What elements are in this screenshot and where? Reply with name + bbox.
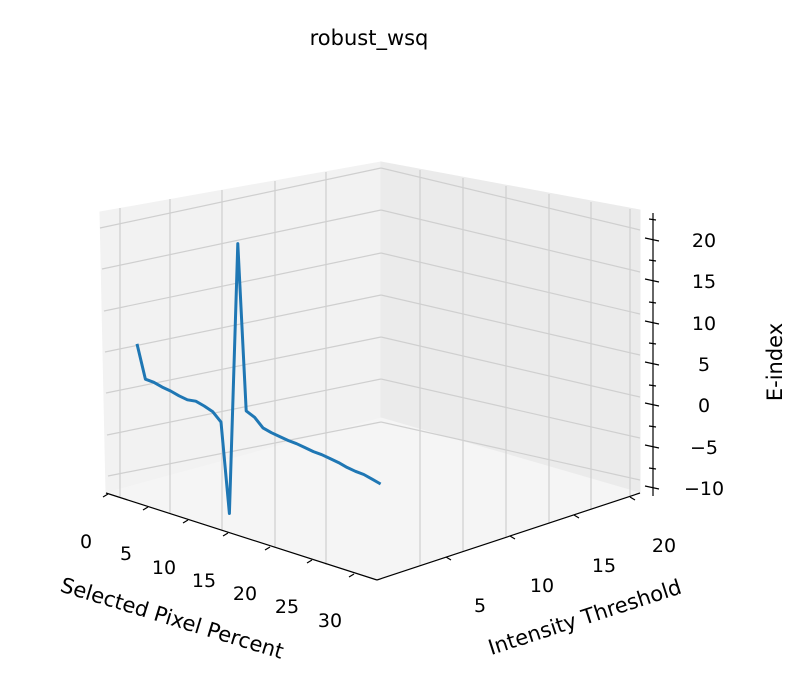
x-tick bbox=[102, 493, 109, 498]
y-tick-label: 20 bbox=[652, 535, 676, 557]
z-tick bbox=[644, 320, 660, 325]
z-minor-tick bbox=[648, 218, 657, 221]
z-tick bbox=[644, 402, 660, 407]
z-grid-left-line bbox=[107, 421, 382, 477]
tick-labels: 0 5 10 15 20 25 30 5 10 15 20 20 15 10 5 0 −5 −10 bbox=[80, 230, 724, 632]
x-axis-line bbox=[105, 492, 378, 581]
z-minor-tick bbox=[648, 384, 657, 387]
z-tick bbox=[644, 444, 660, 449]
y-axis-line bbox=[376, 492, 641, 581]
x-tick-label: 25 bbox=[275, 596, 299, 618]
x-tick bbox=[182, 519, 189, 524]
z-tick-label: 5 bbox=[698, 354, 710, 376]
z-tick bbox=[644, 237, 660, 242]
x-tick bbox=[264, 546, 271, 551]
z-grid-left-line bbox=[99, 167, 382, 229]
y-tick-label: 5 bbox=[474, 595, 486, 617]
z-tick bbox=[644, 361, 660, 366]
z-tick-label: 15 bbox=[692, 271, 716, 293]
x-tick-label: 15 bbox=[192, 570, 216, 592]
x-tick-label: 5 bbox=[120, 543, 132, 565]
z-grid-back-line bbox=[380, 421, 641, 481]
y-tick bbox=[509, 535, 516, 540]
z-grid-left-line bbox=[103, 252, 382, 312]
x-tick bbox=[222, 532, 229, 537]
chart-title: robust_wsq bbox=[310, 26, 429, 51]
z-tick-label: −10 bbox=[684, 478, 724, 500]
y-tick bbox=[629, 496, 636, 501]
y-axis-label: Intensity Threshold bbox=[485, 575, 684, 660]
z-grid-back-line bbox=[380, 209, 641, 273]
z-minor-tick bbox=[648, 301, 657, 304]
z-grid-back-line bbox=[380, 167, 641, 231]
z-axis-label: E-index bbox=[763, 323, 787, 401]
z-grid-left-line bbox=[101, 209, 382, 270]
y-tick-label: 15 bbox=[592, 555, 616, 577]
z-tick-label: 20 bbox=[692, 230, 716, 252]
x-tick-label: 20 bbox=[233, 583, 257, 605]
z-tick bbox=[644, 278, 660, 283]
x-tick-label: 0 bbox=[80, 531, 92, 553]
z-minor-tick bbox=[648, 342, 657, 345]
z-minor-tick bbox=[648, 467, 657, 470]
x-tick-label: 30 bbox=[318, 610, 342, 632]
z-grid-left-line bbox=[106, 378, 382, 436]
z-grid-back-line bbox=[380, 378, 641, 439]
z-tick bbox=[644, 485, 660, 490]
series-line bbox=[135, 242, 382, 515]
x-tick bbox=[142, 506, 149, 511]
y-tick-label: 10 bbox=[530, 575, 554, 597]
z-tick-label: 10 bbox=[692, 313, 716, 335]
x-tick-label: 10 bbox=[152, 557, 176, 579]
x-tick bbox=[306, 559, 313, 564]
z-tick-label: 0 bbox=[698, 395, 710, 417]
z-minor-tick bbox=[648, 259, 657, 262]
z-minor-tick bbox=[648, 425, 657, 428]
z-grid-back-line bbox=[380, 336, 641, 398]
z-grid-back-line bbox=[380, 252, 641, 315]
x-tick bbox=[348, 573, 355, 578]
y-tick bbox=[573, 514, 580, 519]
z-tick-label: −5 bbox=[690, 437, 718, 459]
z-grid-back-line bbox=[380, 294, 641, 356]
axis-ticks bbox=[102, 218, 660, 578]
y-tick bbox=[445, 556, 452, 561]
